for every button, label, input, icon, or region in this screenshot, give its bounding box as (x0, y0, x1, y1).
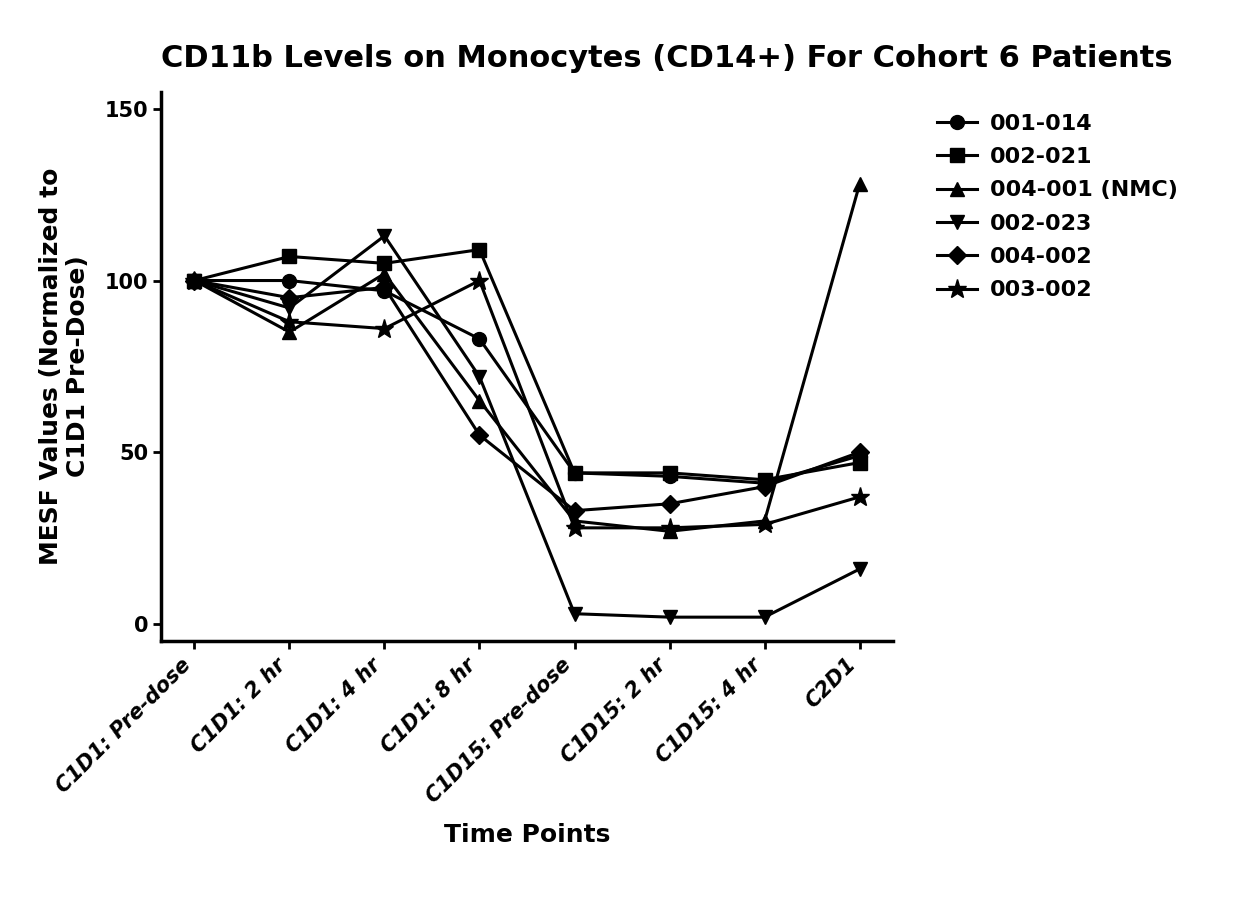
001-014 (377, 286, 392, 297)
001-014 (662, 471, 677, 482)
003-002 (281, 316, 296, 327)
002-023 (567, 608, 582, 619)
004-002 (472, 430, 487, 441)
004-002 (758, 481, 773, 492)
002-021 (758, 474, 773, 485)
002-021 (472, 244, 487, 255)
Line: 002-021: 002-021 (187, 243, 867, 486)
Line: 002-023: 002-023 (187, 229, 867, 624)
004-001 (NMC) (758, 516, 773, 527)
001-014 (758, 478, 773, 489)
004-002 (567, 506, 582, 517)
002-023 (758, 612, 773, 623)
002-023 (852, 563, 867, 574)
003-002 (472, 275, 487, 286)
002-021 (187, 275, 202, 286)
004-002 (377, 282, 392, 293)
004-001 (NMC) (472, 396, 487, 407)
Legend: 001-014, 002-021, 004-001 (NMC), 002-023, 004-002, 003-002: 001-014, 002-021, 004-001 (NMC), 002-023… (926, 103, 1189, 311)
002-023 (472, 371, 487, 382)
004-001 (NMC) (852, 179, 867, 190)
002-023 (662, 612, 677, 623)
001-014 (852, 451, 867, 462)
002-023 (377, 231, 392, 242)
001-014 (187, 275, 202, 286)
X-axis label: Time Points: Time Points (444, 823, 610, 847)
001-014 (281, 275, 296, 286)
003-002 (662, 522, 677, 533)
Line: 001-014: 001-014 (187, 274, 867, 490)
004-001 (NMC) (187, 275, 202, 286)
002-021 (567, 467, 582, 478)
001-014 (567, 467, 582, 478)
004-002 (187, 275, 202, 286)
Y-axis label: MESF Values (Normalized to
C1D1 Pre-Dose): MESF Values (Normalized to C1D1 Pre-Dose… (38, 168, 91, 565)
003-002 (377, 323, 392, 334)
Text: CD11b Levels on Monocytes (CD14+) For Cohort 6 Patients: CD11b Levels on Monocytes (CD14+) For Co… (161, 44, 1173, 72)
Line: 004-002: 004-002 (188, 274, 866, 517)
Line: 004-001 (NMC): 004-001 (NMC) (187, 178, 867, 539)
004-002 (852, 447, 867, 458)
002-023 (187, 275, 202, 286)
001-014 (472, 333, 487, 344)
004-001 (NMC) (281, 326, 296, 337)
002-021 (377, 258, 392, 269)
003-002 (758, 518, 773, 529)
004-002 (662, 498, 677, 509)
002-021 (662, 467, 677, 478)
004-001 (NMC) (662, 526, 677, 537)
004-002 (281, 292, 296, 303)
004-001 (NMC) (567, 516, 582, 527)
002-021 (281, 251, 296, 262)
Line: 003-002: 003-002 (185, 271, 869, 538)
002-021 (852, 457, 867, 468)
003-002 (852, 491, 867, 502)
002-023 (281, 302, 296, 313)
004-001 (NMC) (377, 268, 392, 279)
003-002 (187, 275, 202, 286)
003-002 (567, 522, 582, 533)
